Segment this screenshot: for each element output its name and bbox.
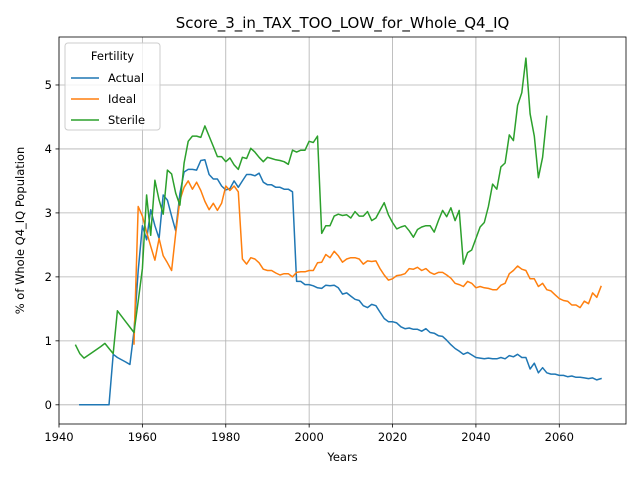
legend-title: Fertility bbox=[91, 49, 134, 63]
y-axis-label: % of Whole Q4_IQ Population bbox=[13, 147, 27, 315]
x-tick-label: 1940 bbox=[44, 430, 73, 444]
y-tick-label: 4 bbox=[45, 142, 52, 156]
x-tick-label: 2020 bbox=[378, 430, 407, 444]
y-tick-label: 3 bbox=[45, 206, 52, 220]
x-tick-label: 1960 bbox=[128, 430, 157, 444]
x-tick-label: 2040 bbox=[461, 430, 490, 444]
y-tick-label: 1 bbox=[45, 334, 52, 348]
legend-label-ideal: Ideal bbox=[108, 92, 136, 106]
x-axis-label: Years bbox=[326, 450, 357, 464]
chart-title: Score_3_in_TAX_TOO_LOW_for_Whole_Q4_IQ bbox=[176, 14, 510, 33]
legend-label-sterile: Sterile bbox=[108, 113, 145, 127]
legend: Fertility Actual Ideal Sterile bbox=[65, 43, 160, 130]
y-tick-label: 2 bbox=[45, 270, 52, 284]
x-tick-label: 2060 bbox=[545, 430, 574, 444]
x-tick-label: 2000 bbox=[295, 430, 324, 444]
x-tick-label: 1980 bbox=[211, 430, 240, 444]
legend-label-actual: Actual bbox=[108, 71, 144, 85]
y-tick-label: 5 bbox=[45, 78, 52, 92]
y-tick-label: 0 bbox=[45, 398, 52, 412]
